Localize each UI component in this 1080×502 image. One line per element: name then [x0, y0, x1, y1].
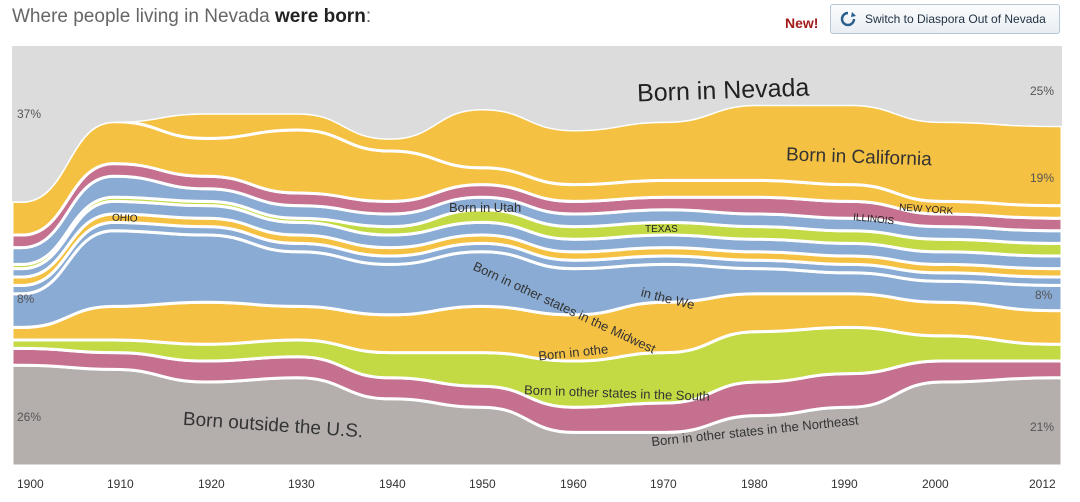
right-annotation-california: 19%	[1030, 171, 1054, 185]
switch-button-label: Switch to Diaspora Out of Nevada	[865, 12, 1046, 26]
x-axis: 1900 1910 1920 1930 1940 1950 1960 1970 …	[12, 466, 1062, 497]
right-annotation-west: 8%	[1035, 288, 1053, 302]
right-annotation-foreign: 21%	[1030, 420, 1054, 434]
x-tick-1920: 1920	[198, 477, 225, 491]
page-title: Where people living in Nevada were born:	[12, 6, 371, 28]
x-tick-1930: 1930	[288, 477, 315, 491]
x-tick-1980: 1980	[741, 477, 768, 491]
label-west-lower: Born in othe	[538, 341, 609, 363]
streamgraph-chart: 37% 8% 26% 25% 19% 8% 21% Born in Nevada…	[12, 46, 1062, 466]
left-annotation-midwest: 8%	[17, 292, 35, 306]
title-prefix: Where people living in Nevada	[12, 6, 270, 27]
label-ohio: OHIO	[112, 212, 138, 224]
title-bold: were born	[275, 6, 366, 27]
x-tick-1900: 1900	[17, 477, 44, 491]
band-born-in-nevada[interactable]	[12, 46, 1062, 202]
x-tick-1940: 1940	[379, 477, 406, 491]
refresh-icon	[840, 11, 856, 27]
right-annotation-nevada: 25%	[1030, 84, 1054, 98]
title-suffix: :	[365, 6, 372, 27]
label-born-in-california: Born in California	[786, 144, 933, 170]
x-tick-1990: 1990	[831, 477, 858, 491]
x-tick-2012: 2012	[1029, 477, 1056, 491]
chart-svg: 37% 8% 26% 25% 19% 8% 21% Born in Nevada…	[12, 46, 1062, 466]
label-born-in-utah: Born in Utah	[449, 200, 521, 215]
band-layer	[12, 46, 1062, 466]
x-tick-1910: 1910	[107, 477, 134, 491]
label-texas: TEXAS	[645, 224, 678, 235]
label-south: Born in other states in the South	[524, 382, 710, 403]
switch-diaspora-button[interactable]: Switch to Diaspora Out of Nevada	[830, 4, 1060, 34]
new-badge: New!	[785, 15, 819, 31]
left-annotation-foreign: 26%	[17, 410, 41, 424]
label-born-in-nevada: Born in Nevada	[637, 73, 810, 107]
x-tick-1970: 1970	[650, 477, 677, 491]
label-new-york: NEW YORK	[899, 202, 954, 217]
left-annotation-nevada: 37%	[17, 107, 41, 121]
x-axis-svg: 1900 1910 1920 1930 1940 1950 1960 1970 …	[17, 477, 1056, 491]
label-illinois: ILLINOIS	[853, 212, 895, 227]
x-tick-1950: 1950	[469, 477, 496, 491]
x-tick-2000: 2000	[922, 477, 949, 491]
x-tick-1960: 1960	[560, 477, 587, 491]
